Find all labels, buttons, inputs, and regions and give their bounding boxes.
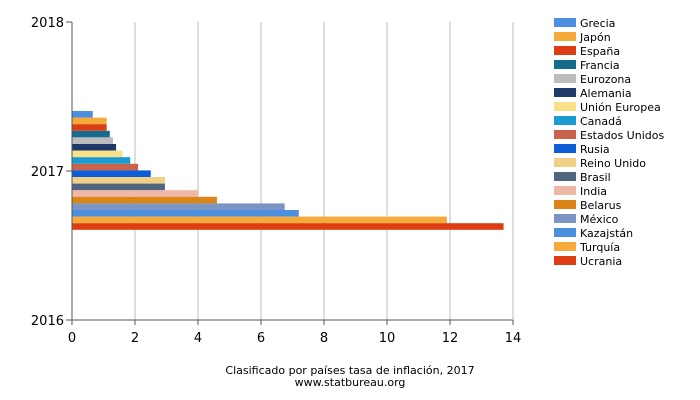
x-tick-label: 0: [68, 331, 76, 346]
bar: [72, 137, 113, 144]
bar: [72, 196, 217, 204]
legend-swatch: [554, 60, 576, 69]
x-tick-label: 14: [505, 331, 522, 346]
y-tick-label: 2018: [31, 16, 64, 31]
legend-swatch: [554, 88, 576, 97]
legend-swatch: [554, 130, 576, 139]
x-tick-label: 10: [379, 331, 396, 346]
bar: [72, 157, 131, 164]
legend-label: Ucrania: [580, 255, 622, 268]
legend-label: México: [580, 213, 619, 226]
legend-swatch: [554, 74, 576, 83]
legend-swatch: [554, 214, 576, 223]
y-axis-ticks: 2018 2017 2016: [31, 16, 72, 329]
legend-label: Estados Unidos: [580, 129, 664, 142]
legend-label: Grecia: [580, 17, 615, 30]
x-tick-label: 4: [194, 331, 202, 346]
chart-source: www.statbureau.org: [295, 376, 406, 389]
legend-label: Turquía: [579, 241, 620, 254]
bar: [72, 183, 165, 191]
bar: [72, 190, 198, 197]
legend-swatch: [554, 32, 576, 41]
x-tick-label: 12: [442, 331, 459, 346]
legend-swatch: [554, 186, 576, 195]
x-tick-label: 8: [320, 331, 328, 346]
bar: [72, 144, 117, 151]
legend-swatch: [554, 242, 576, 251]
legend-swatch: [554, 18, 576, 27]
legend-swatch: [554, 228, 576, 237]
legend-swatch: [554, 200, 576, 209]
bar: [72, 177, 165, 184]
legend-label: Rusia: [580, 143, 610, 156]
legend-swatch: [554, 102, 576, 111]
legend-label: Belarus: [580, 199, 622, 212]
bar: [72, 111, 93, 118]
y-tick-label: 2016: [31, 314, 64, 329]
bar: [72, 216, 447, 224]
legend-label: Reino Unido: [580, 157, 646, 170]
legend-label: España: [580, 45, 620, 58]
legend-swatch: [554, 172, 576, 181]
bar: [72, 163, 139, 171]
legend-label: Brasil: [580, 171, 611, 184]
chart-title: Clasificado por países tasa de inflación…: [225, 364, 474, 377]
grid: [134, 22, 514, 320]
legend-label: Francia: [580, 59, 620, 72]
legend-swatch: [554, 116, 576, 125]
legend-swatch: [554, 144, 576, 153]
legend-label: Canadá: [580, 115, 622, 128]
bar: [72, 124, 107, 131]
legend-label: Alemania: [580, 87, 632, 100]
legend-label: Unión Europea: [580, 101, 661, 114]
legend: GreciaJapónEspañaFranciaEurozonaAlemania…: [554, 17, 664, 268]
bars: [72, 111, 504, 230]
legend-swatch: [554, 46, 576, 55]
legend-label: Eurozona: [580, 73, 631, 86]
x-axis-ticks: 0 2 4 6 8 10 12 14: [68, 320, 521, 346]
bar: [72, 150, 123, 158]
legend-swatch: [554, 158, 576, 167]
legend-label: India: [580, 185, 607, 198]
legend-label: Kazajstán: [580, 227, 633, 240]
x-tick-label: 6: [257, 331, 265, 346]
bar: [72, 130, 110, 138]
legend-label: Japón: [579, 31, 611, 44]
bar: [72, 117, 107, 125]
bar: [72, 203, 285, 210]
bar: [72, 223, 504, 230]
y-tick-label: 2017: [31, 165, 64, 180]
x-tick-label: 2: [131, 331, 139, 346]
bar: [72, 210, 299, 217]
legend-swatch: [554, 256, 576, 265]
bar: [72, 170, 151, 177]
